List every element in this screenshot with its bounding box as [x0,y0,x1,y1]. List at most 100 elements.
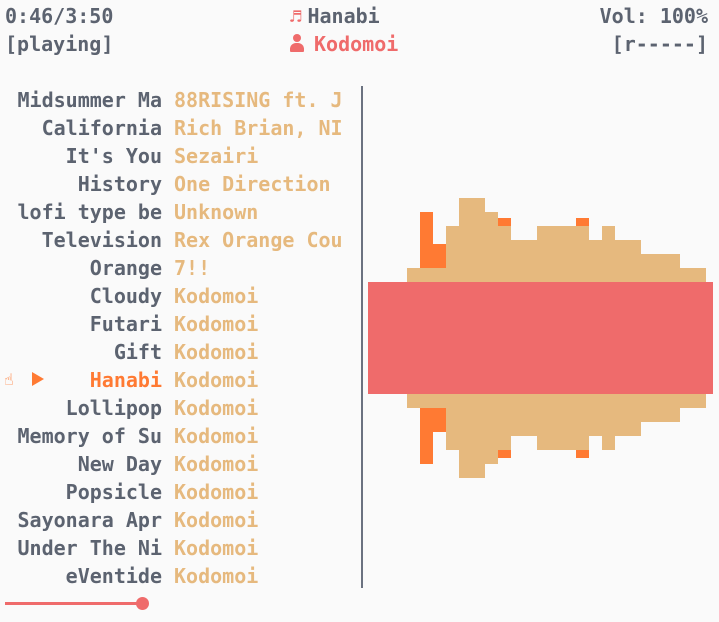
playlist-row[interactable]: Cloudy Kodomoi [0,282,362,310]
visualizer-peak-lower [576,450,589,458]
visualizer-bar-lower [537,394,550,450]
playlist-row[interactable]: Popsicle Kodomoi [0,478,362,506]
track-title: Futari [89,312,162,336]
visualizer-peak-lower [420,408,433,464]
visualizer-bar-upper [680,268,693,282]
playlist-row[interactable]: Memory of Su Kodomoi [0,422,362,450]
visualizer-bar-lower [524,394,537,436]
visualizer-bar-lower [680,394,693,408]
playlist-row[interactable]: Midsummer Ma 88RISING ft. J [0,86,362,114]
visualizer-bar-upper [563,226,576,282]
visualizer-bar-lower [459,394,472,478]
visualizer-bar-lower [511,394,524,436]
visualizer-peak-lower [498,450,511,458]
playlist-row[interactable]: Futari Kodomoi [0,310,362,338]
visualizer-center-bar [563,282,576,394]
visualizer-center-bar [485,282,498,394]
track-artist: Kodomoi [174,508,259,532]
track-artist: Unknown [174,200,259,224]
playlist-row[interactable]: It's You Sezairi [0,142,362,170]
pane-divider [361,86,363,588]
visualizer-bar-upper [472,198,485,282]
track-artist: 88RISING ft. J [174,88,343,112]
track-title: Popsicle [65,480,162,504]
playlist-row[interactable]: Under The Ni Kodomoi [0,534,362,562]
playlist-row[interactable]: Television Rex Orange Cou [0,226,362,254]
visualizer-bar-upper [602,226,615,282]
visualizer-center-bar [589,282,602,394]
playlist-row[interactable]: lofi type be Unknown [0,198,362,226]
visualizer-bar-upper [550,226,563,282]
visualizer-bar-lower [563,394,576,450]
visualizer-center-bar [368,282,381,394]
playlist-row[interactable]: California Rich Brian, NI [0,114,362,142]
visualizer-center-bar [537,282,550,394]
now-playing-title: Hanabi [307,4,380,28]
track-title: California [41,116,162,140]
playback-mode-flags[interactable]: [r-----] [611,32,708,56]
visualizer-bar-lower [693,394,706,408]
audio-visualizer [368,198,713,478]
visualizer-bar-lower [576,394,589,450]
visualizer-center-bar [641,282,654,394]
current-track-markers: ☝ [4,366,44,394]
track-artist: Rich Brian, NI [174,116,343,140]
playlist-row[interactable]: Sayonara Apr Kodomoi [0,506,362,534]
track-artist: Kodomoi [174,452,259,476]
track-title: It's You [65,144,162,168]
visualizer-bar-upper [485,212,498,282]
visualizer-center-bar [602,282,615,394]
play-icon [32,372,44,386]
visualizer-bar-lower [550,394,563,450]
track-artist: One Direction [174,172,331,196]
track-title: Midsummer Ma [17,88,163,112]
visualizer-bar-upper [511,240,524,282]
visualizer-center-bar [381,282,394,394]
progress-knob[interactable] [136,597,149,610]
visualizer-center-bar [433,282,446,394]
track-title: Memory of Su [17,424,163,448]
progress-bar[interactable] [5,602,143,605]
playback-state: [playing] [5,32,114,56]
visualizer-bar-upper [628,240,641,282]
visualizer-bar-lower [433,394,446,408]
visualizer-bar-upper [667,254,680,282]
track-artist: Kodomoi [174,312,259,336]
visualizer-bar-lower [407,394,420,408]
volume-indicator[interactable]: Vol: 100% [599,4,708,28]
visualizer-peak-upper [433,244,446,268]
visualizer-bar-lower [589,394,602,436]
visualizer-bar-upper [576,226,589,282]
playlist-row[interactable]: History One Direction [0,170,362,198]
visualizer-bar-upper [693,268,706,282]
visualizer-center-bar [628,282,641,394]
track-title: History [77,172,162,196]
visualizer-center-bar [511,282,524,394]
now-playing-title-row: ♬ Hanabi [290,2,380,31]
visualizer-bar-upper [498,226,511,282]
track-title: lofi type be [17,200,163,224]
playlist-row[interactable]: Gift Kodomoi [0,338,362,366]
visualizer-bar-upper [589,240,602,282]
playlist-row[interactable]: Lollipop Kodomoi [0,394,362,422]
track-title: Sayonara Apr [17,508,163,532]
playlist-row[interactable]: eVentide Kodomoi [0,562,362,590]
visualizer-center-bar [680,282,693,394]
visualizer-bar-lower [472,394,485,478]
visualizer-peak-upper [576,218,589,226]
visualizer-bar-lower [498,394,511,450]
visualizer-center-bar [420,282,433,394]
visualizer-bar-upper [407,268,420,282]
track-artist: Kodomoi [174,536,259,560]
track-artist: Kodomoi [174,480,259,504]
playlist-row[interactable]: New Day Kodomoi [0,450,362,478]
visualizer-center-bar [706,282,713,394]
visualizer-peak-upper [420,212,433,268]
playlist-row[interactable]: Orange 7!! [0,254,362,282]
visualizer-center-bar [446,282,459,394]
visualizer-bar-lower [615,394,628,436]
playlist: Midsummer Ma 88RISING ft. J California Rich… [0,86,362,590]
track-title: New Day [77,452,162,476]
playlist-row-current[interactable]: ☝ Hanabi Kodomoi [0,366,362,394]
track-title: Lollipop [65,396,162,420]
